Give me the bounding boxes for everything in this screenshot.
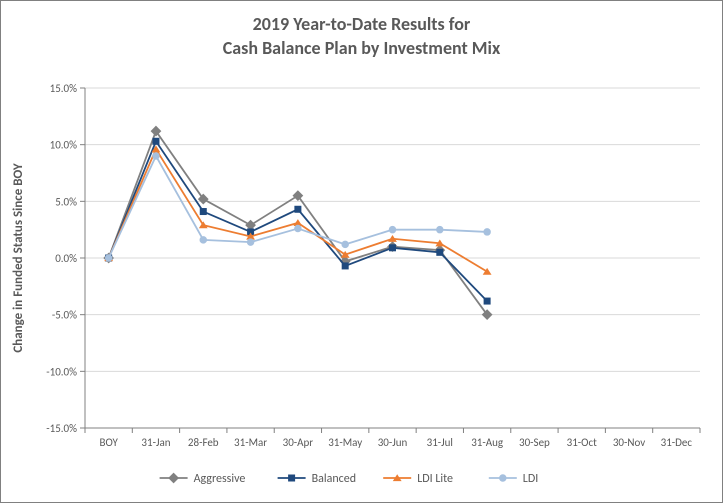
marker-circle	[247, 238, 255, 246]
marker-circle	[389, 226, 397, 234]
marker-circle	[483, 228, 491, 236]
chart-title-line1: 2019 Year-to-Date Results for	[253, 13, 471, 35]
marker-square	[436, 249, 443, 256]
marker-circle	[499, 474, 507, 482]
x-tick-label: 31-Mar	[234, 436, 267, 449]
legend-label: LDI Lite	[417, 472, 453, 486]
x-tick-label: 30-Jun	[378, 436, 408, 449]
y-tick-label: -5.0%	[52, 309, 77, 322]
y-tick-label: 15.0%	[50, 82, 78, 95]
x-tick-label: 30-Sep	[519, 436, 550, 449]
marker-circle	[200, 236, 208, 244]
outer-border	[1, 1, 723, 503]
legend-label: Balanced	[312, 472, 356, 486]
x-tick-label: 30-Nov	[613, 436, 645, 449]
x-tick-label: 31-May	[328, 436, 362, 449]
y-tick-label: -15.0%	[46, 422, 77, 435]
x-tick-label: 31-Aug	[471, 436, 503, 449]
y-axis-label: Change in Funded Status Since BOY	[11, 163, 26, 353]
x-tick-label: 31-Jul	[427, 436, 453, 449]
marker-square	[200, 208, 207, 215]
chart-svg: 2019 Year-to-Date Results forCash Balanc…	[0, 0, 723, 503]
chart-container: 2019 Year-to-Date Results forCash Balanc…	[0, 0, 723, 503]
legend-label: Aggressive	[194, 472, 246, 486]
marker-square	[288, 475, 295, 482]
y-tick-label: 10.0%	[50, 139, 78, 152]
chart-title-line2: Cash Balance Plan by Investment Mix	[223, 37, 501, 59]
x-tick-label: 31-Jan	[141, 436, 170, 449]
marker-square	[342, 262, 349, 269]
marker-square	[389, 244, 396, 251]
marker-square	[484, 298, 491, 305]
x-tick-label: 31-Oct	[567, 436, 597, 449]
x-tick-label: 30-Apr	[283, 436, 314, 449]
marker-circle	[294, 225, 302, 233]
x-tick-label: 31-Dec	[661, 436, 693, 449]
y-tick-label: 5.0%	[55, 195, 77, 208]
y-tick-label: -10.0%	[46, 365, 77, 378]
marker-circle	[152, 152, 160, 160]
marker-square	[152, 138, 159, 145]
x-tick-label: 28-Feb	[188, 436, 219, 449]
legend-label: LDI	[523, 472, 538, 486]
marker-circle	[436, 226, 444, 234]
y-tick-label: 0.0%	[55, 252, 77, 265]
x-tick-label: BOY	[99, 436, 118, 449]
marker-circle	[341, 241, 349, 249]
marker-circle	[105, 254, 113, 262]
marker-square	[294, 206, 301, 213]
